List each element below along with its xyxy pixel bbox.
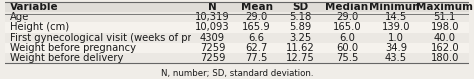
- Text: N, number; SD, standard deviation.: N, number; SD, standard deviation.: [161, 69, 313, 78]
